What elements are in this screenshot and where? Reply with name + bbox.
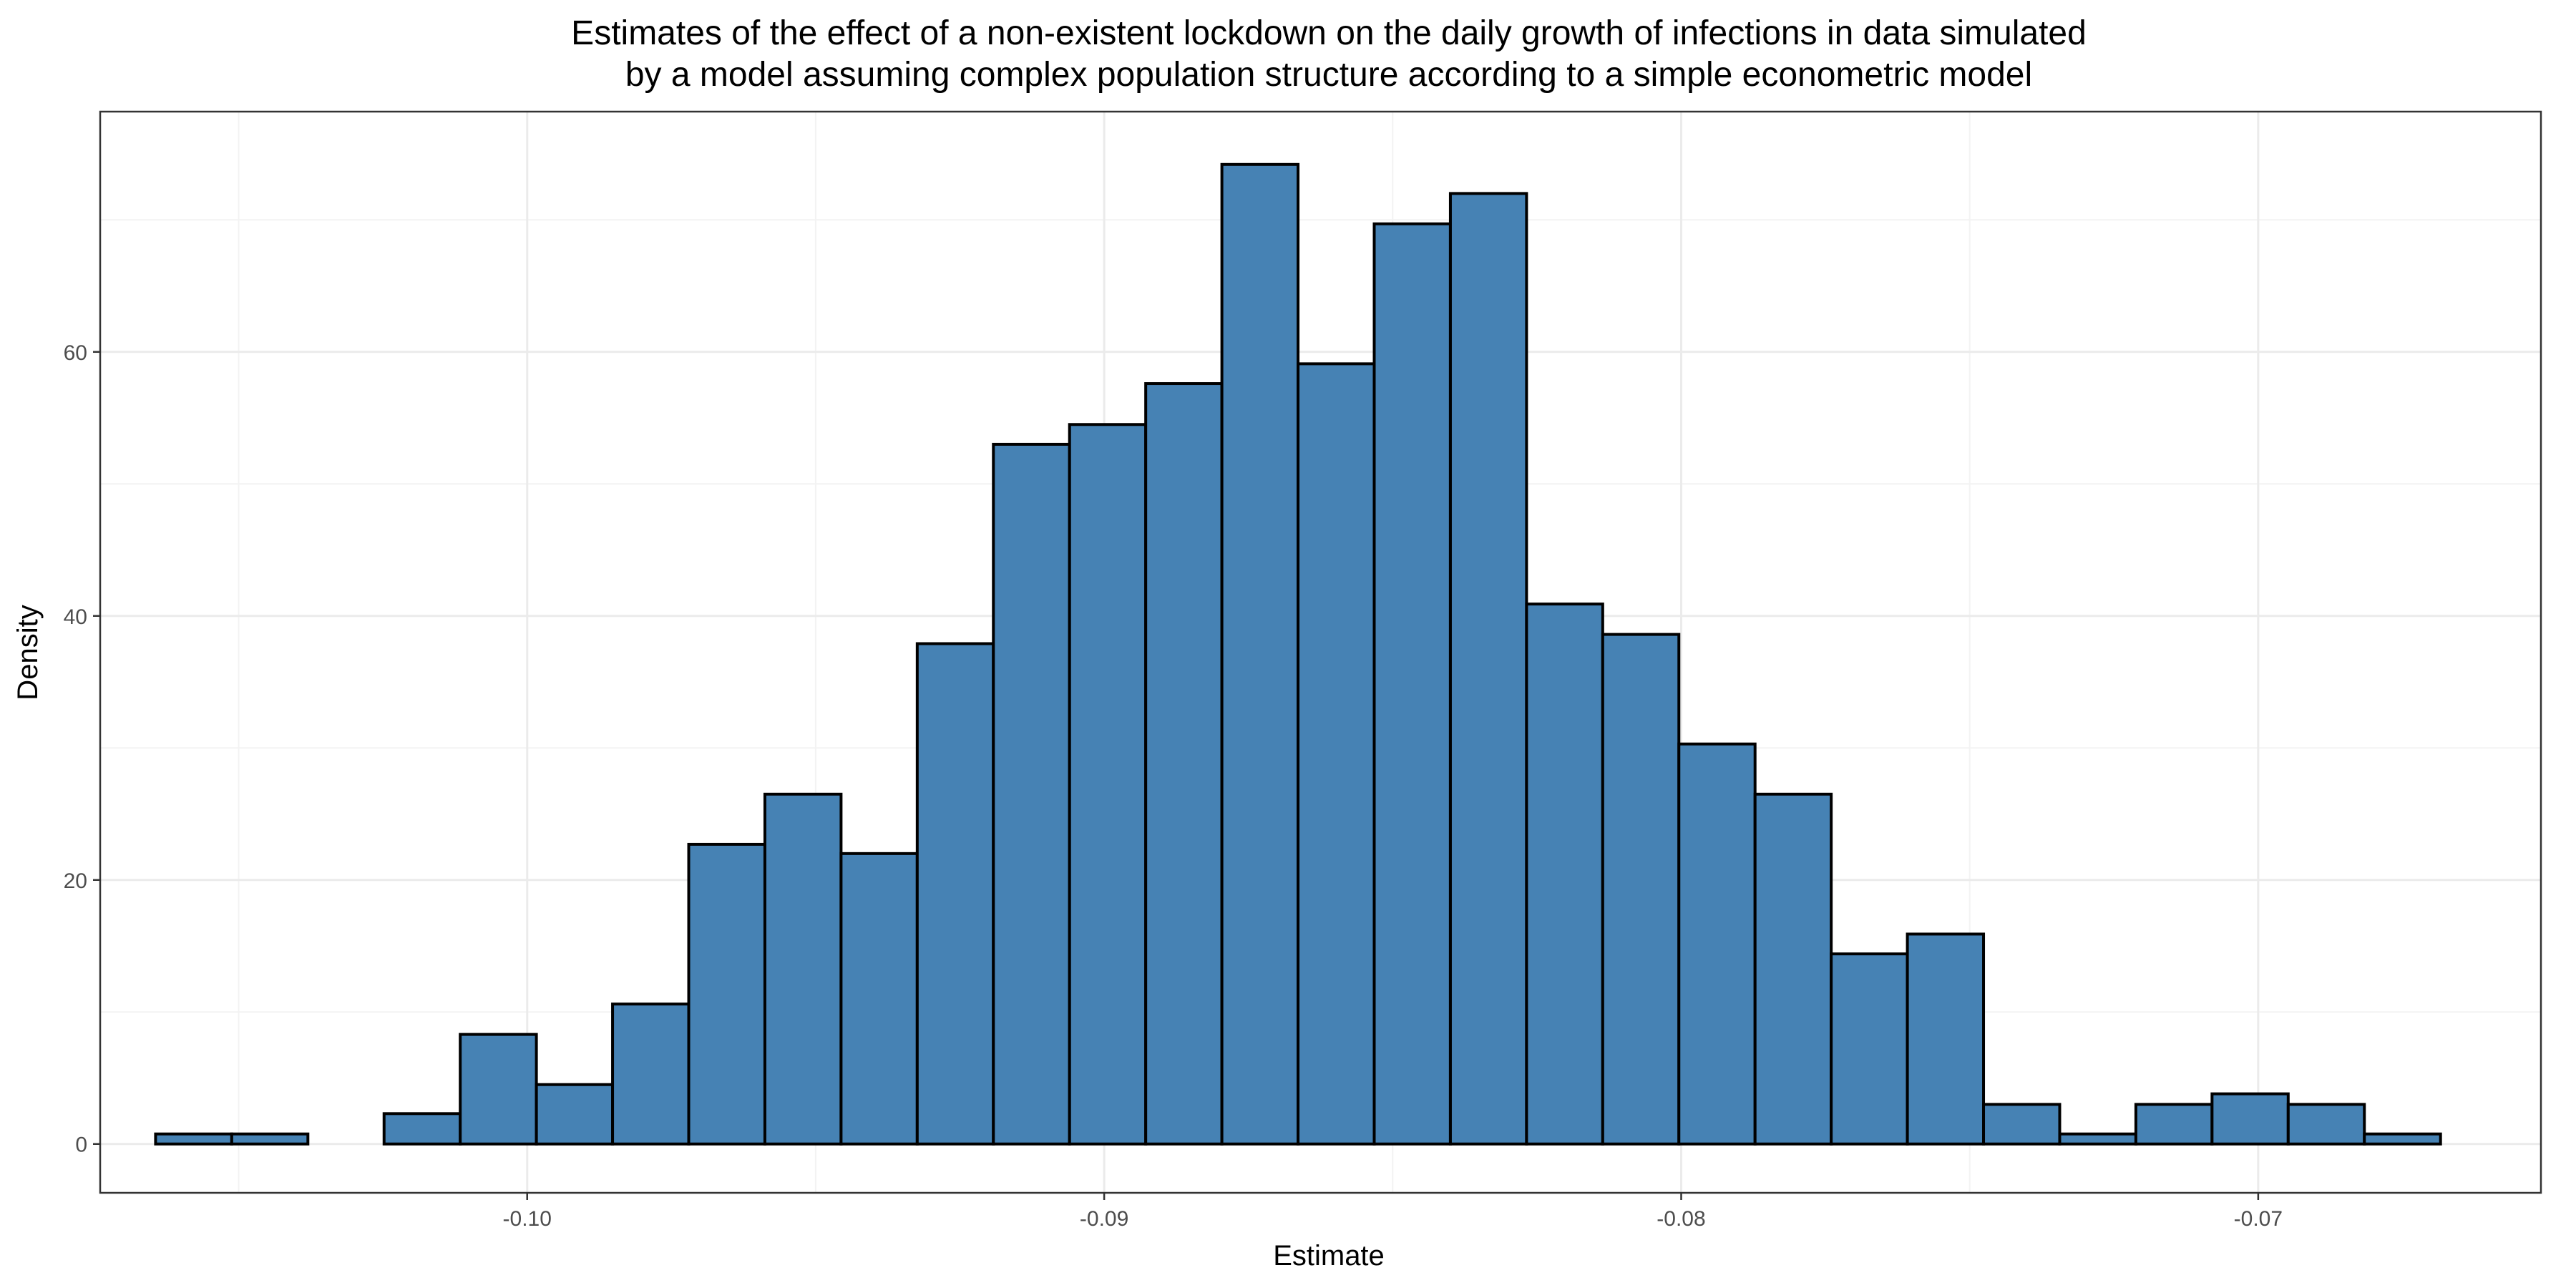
histogram-bar-0 <box>154 1132 233 1146</box>
x-tick-label: -0.09 <box>1080 1207 1128 1231</box>
histogram-bar-29 <box>2363 1132 2442 1146</box>
histogram-bar-6 <box>611 1002 691 1146</box>
histogram-bar-24 <box>1982 1103 2062 1146</box>
x-axis: -0.10 -0.09 -0.08 -0.07 <box>503 1193 2283 1231</box>
histogram-bars <box>154 162 2442 1146</box>
histogram-bar-12 <box>1068 423 1148 1146</box>
histogram-bar-11 <box>992 442 1071 1146</box>
histogram-bar-18 <box>1525 602 1604 1146</box>
histogram-bar-15 <box>1297 362 1376 1146</box>
chart-title-line-2: by a model assuming complex population s… <box>625 56 2032 94</box>
histogram-bar-21 <box>1753 792 1833 1146</box>
histogram-bar-26 <box>2134 1103 2214 1146</box>
histogram-bar-7 <box>687 842 766 1146</box>
x-tick-label: -0.08 <box>1657 1207 1705 1231</box>
histogram-bar-23 <box>1906 932 1986 1146</box>
histogram-bar-3 <box>382 1112 462 1146</box>
histogram-bar-20 <box>1677 742 1757 1146</box>
histogram-bar-5 <box>535 1083 615 1146</box>
histogram-bar-1 <box>230 1132 310 1146</box>
histogram-bar-19 <box>1601 633 1681 1146</box>
histogram-bar-16 <box>1372 222 1452 1146</box>
y-tick-label: 20 <box>64 869 87 893</box>
histogram-bar-9 <box>839 852 919 1146</box>
histogram-bar-4 <box>459 1033 538 1146</box>
chart-title-line-1: Estimates of the effect of a non-existen… <box>571 14 2087 52</box>
y-tick-label: 40 <box>64 605 87 629</box>
histogram-bar-28 <box>2286 1103 2366 1146</box>
panel-border <box>99 110 2542 1194</box>
histogram-bar-10 <box>915 642 995 1146</box>
histogram-bar-27 <box>2210 1092 2290 1146</box>
histogram-bar-25 <box>2058 1132 2137 1146</box>
x-axis-title: Estimate <box>1273 1240 1385 1272</box>
y-tick-label: 0 <box>75 1133 87 1157</box>
histogram-bar-13 <box>1144 382 1224 1146</box>
histogram-bar-8 <box>763 792 843 1146</box>
y-axis: 0 20 40 60 <box>64 341 100 1157</box>
histogram-bar-17 <box>1448 192 1528 1146</box>
y-tick-label: 60 <box>64 341 87 365</box>
y-axis-title: Density <box>12 605 44 700</box>
x-tick-label: -0.10 <box>503 1207 552 1231</box>
histogram-bar-14 <box>1220 162 1300 1146</box>
x-tick-label: -0.07 <box>2234 1207 2283 1231</box>
histogram-bar-22 <box>1830 952 1909 1146</box>
